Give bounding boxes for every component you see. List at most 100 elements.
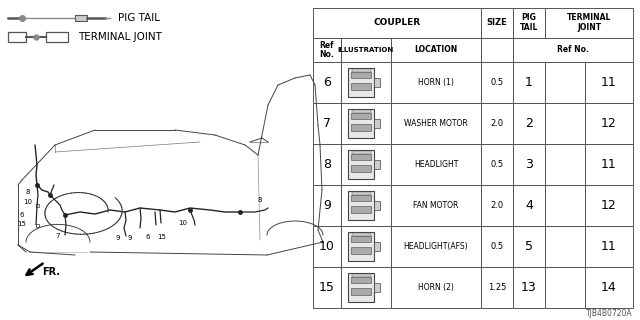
Text: PIG TAIL: PIG TAIL: [118, 13, 160, 23]
Bar: [341, 226, 391, 267]
Text: 9: 9: [323, 199, 331, 212]
Text: 8: 8: [258, 197, 262, 203]
Bar: [513, 267, 545, 308]
Bar: [313, 267, 341, 308]
Text: 15: 15: [319, 281, 335, 294]
Text: ILLUSTRATION: ILLUSTRATION: [338, 47, 394, 53]
Bar: [585, 62, 633, 103]
Bar: [313, 62, 341, 103]
Bar: [481, 8, 513, 38]
Bar: [313, 226, 341, 267]
Text: 13: 13: [521, 281, 537, 294]
Bar: [374, 78, 380, 87]
Bar: [351, 206, 371, 213]
Bar: [348, 232, 374, 261]
Text: TERMINAL
JOINT: TERMINAL JOINT: [567, 13, 611, 32]
Bar: [374, 160, 380, 169]
Bar: [341, 103, 391, 144]
Text: 8: 8: [323, 158, 331, 171]
Text: 11: 11: [601, 158, 617, 171]
Bar: [35, 223, 38, 227]
Bar: [348, 150, 374, 179]
Bar: [374, 242, 380, 251]
Text: TJB4B0720A: TJB4B0720A: [586, 309, 633, 318]
Bar: [35, 204, 38, 206]
Bar: [545, 226, 585, 267]
Text: 5: 5: [525, 240, 533, 253]
Bar: [513, 103, 545, 144]
Bar: [391, 185, 481, 226]
Bar: [351, 276, 371, 283]
Bar: [481, 267, 513, 308]
Bar: [585, 185, 633, 226]
Bar: [513, 38, 633, 62]
Text: COUPLER: COUPLER: [373, 18, 420, 27]
Text: 1.25: 1.25: [488, 283, 506, 292]
Bar: [348, 68, 374, 97]
Bar: [348, 191, 374, 220]
Bar: [351, 154, 371, 160]
Text: SIZE: SIZE: [486, 18, 508, 27]
Bar: [351, 110, 371, 113]
Bar: [351, 151, 371, 154]
Text: 8: 8: [26, 189, 30, 195]
Text: 14: 14: [601, 281, 617, 294]
Bar: [513, 8, 545, 38]
Text: 6: 6: [20, 212, 24, 218]
Bar: [374, 201, 380, 210]
Text: HORN (1): HORN (1): [418, 78, 454, 87]
Bar: [545, 144, 585, 185]
Text: HORN (2): HORN (2): [418, 283, 454, 292]
Bar: [545, 103, 585, 144]
Bar: [391, 103, 481, 144]
Bar: [348, 273, 374, 302]
Bar: [391, 62, 481, 103]
Text: 2.0: 2.0: [490, 119, 504, 128]
Text: 15: 15: [17, 221, 26, 227]
Bar: [391, 38, 481, 62]
Bar: [585, 103, 633, 144]
Bar: [351, 233, 371, 236]
Bar: [351, 274, 371, 277]
Bar: [513, 185, 545, 226]
Text: 3: 3: [525, 158, 533, 171]
Bar: [348, 191, 374, 220]
Text: 2: 2: [525, 117, 533, 130]
Bar: [348, 109, 374, 138]
Bar: [374, 119, 380, 128]
Bar: [313, 103, 341, 144]
Text: 6: 6: [323, 76, 331, 89]
Text: PIG
TAIL: PIG TAIL: [520, 13, 538, 32]
Text: HEADLIGHT(AFS): HEADLIGHT(AFS): [404, 242, 468, 251]
Bar: [391, 144, 481, 185]
Text: 1: 1: [525, 76, 533, 89]
Bar: [351, 288, 371, 295]
Bar: [545, 267, 585, 308]
Text: 0.5: 0.5: [490, 160, 504, 169]
Text: 2.0: 2.0: [490, 201, 504, 210]
Text: 4: 4: [525, 199, 533, 212]
Text: 6: 6: [146, 234, 150, 240]
Bar: [391, 226, 481, 267]
Bar: [351, 236, 371, 242]
Bar: [351, 247, 371, 254]
Bar: [585, 226, 633, 267]
Text: FAN MOTOR: FAN MOTOR: [413, 201, 459, 210]
Bar: [481, 38, 513, 62]
Bar: [351, 124, 371, 131]
Bar: [341, 144, 391, 185]
Bar: [348, 68, 374, 97]
Text: 9: 9: [128, 235, 132, 241]
Text: 10: 10: [24, 199, 33, 205]
Bar: [351, 195, 371, 201]
Bar: [351, 72, 371, 78]
Text: FR.: FR.: [42, 267, 60, 277]
Text: 12: 12: [601, 199, 617, 212]
Bar: [341, 62, 391, 103]
Bar: [313, 144, 341, 185]
Bar: [75, 15, 87, 21]
Bar: [348, 150, 374, 179]
Text: 0.5: 0.5: [490, 78, 504, 87]
Bar: [481, 103, 513, 144]
Text: 10: 10: [319, 240, 335, 253]
